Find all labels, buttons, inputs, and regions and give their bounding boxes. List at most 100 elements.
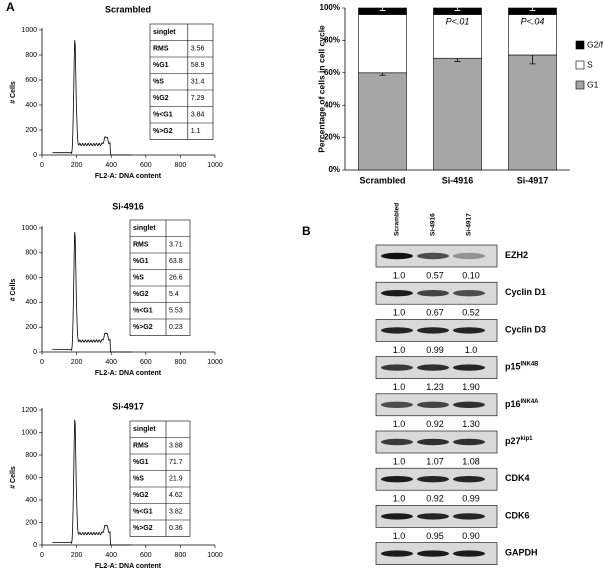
legend-label: G1 [587,79,599,89]
y-tick-label: 1000 [21,429,37,436]
blot-band [417,550,449,557]
annotation: P<.04 [521,16,545,26]
panel-label: A [6,0,15,14]
x-tick-label: Si-4917 [517,175,549,185]
table-key: %S [153,79,164,86]
blot-band [453,290,485,297]
x-tick-label: 600 [140,359,152,366]
y-tick-label: 80% [324,36,340,45]
x-tick-label: 800 [175,162,187,169]
quant-value: 1.0 [465,345,478,355]
table-value: 71.7 [169,459,183,466]
protein-name: CDK6 [505,511,530,521]
y-tick-label: 600 [25,474,37,481]
y-axis-label: Percentage of cells in cell cycle [316,25,326,153]
quant-value: 1.07 [426,456,444,466]
y-tick-label: 800 [25,250,37,257]
x-tick-label: 1000 [207,162,223,169]
x-tick-label: 400 [105,552,117,559]
annotation: P<.01 [446,16,470,26]
protein-label: p27kip1 [505,436,533,447]
table-key: RMS [133,443,149,450]
blot-band [417,476,449,483]
protein-name: CDK4 [505,474,530,484]
table-value: 0.23 [169,324,183,331]
quant-value: 0.92 [426,419,444,429]
table-key: %G1 [153,62,169,69]
table-key: %>G2 [133,324,153,331]
y-axis-label: # Cells [10,279,17,302]
quant-value: 1.30 [462,419,480,429]
x-tick-label: 0 [40,359,44,366]
blot-band [453,513,485,520]
x-axis-label: FL2-A: DNA content [95,173,162,180]
table-key: %G1 [133,459,149,466]
quant-value: 1.0 [393,382,406,392]
x-tick-label: 0 [40,162,44,169]
protein-name: EZH2 [505,250,528,260]
blot-band [381,252,413,260]
y-tick-label: 600 [25,274,37,281]
blot-band [417,401,449,408]
quant-value: 1.0 [393,308,406,318]
quant-value: 1.0 [393,531,406,541]
x-tick-label: 600 [140,162,152,169]
blot-band [453,476,485,483]
blot-band [417,327,449,334]
table-value: 4.62 [169,492,183,499]
table-value: 63.8 [169,258,183,265]
table-key: %>G2 [133,525,153,532]
blot-band [381,327,413,334]
y-tick-label: 100% [320,3,340,12]
protein-label: CDK4 [505,474,530,484]
table-value: 0.36 [169,525,183,532]
table-key: %>G2 [153,128,173,135]
y-tick-label: 60% [324,68,340,77]
y-tick-label: 20% [324,133,340,142]
table-key: %<G1 [133,308,153,315]
protein-name: p16 [505,399,521,409]
bar-segment [433,14,482,59]
histogram-curve [52,419,132,546]
table-value: 3.82 [169,509,183,516]
legend-swatch [575,80,585,90]
blot-band [381,401,413,408]
y-tick-label: 1200 [21,407,37,414]
x-axis-label: FL2-A: DNA content [95,563,162,568]
protein-label: GAPDH [505,548,538,558]
blot-band [453,364,485,371]
x-tick-label: 800 [175,359,187,366]
blot-band [381,364,413,371]
protein-label: EZH2 [505,250,528,260]
histogram-title: Si-4917 [112,401,144,411]
table-header: singlet [153,29,176,36]
y-tick-label: 600 [25,77,37,84]
histogram-curve [52,40,132,156]
legend-label: G2/M [587,39,603,49]
x-tick-label: 0 [40,552,44,559]
quant-value: 1.0 [393,270,406,280]
protein-label: p15INK4B [505,361,539,372]
protein-superscript: INK4A [521,398,540,404]
x-tick-label: 1000 [207,359,223,366]
y-tick-label: 1000 [21,27,37,34]
table-key: RMS [153,46,169,53]
protein-name: Cyclin D3 [505,325,546,335]
protein-name: p27 [505,436,521,446]
legend-swatch [575,40,585,50]
histogram-curve [52,231,132,353]
blot-band [417,252,449,260]
quant-value: 1.23 [426,382,444,392]
blot-band [381,438,413,446]
y-tick-label: 0 [33,542,37,549]
blot-band [453,252,485,260]
table-key: %<G1 [133,509,153,516]
lane-label: Scrambled [394,203,401,236]
blot-band [417,364,449,371]
blot-band [381,290,413,297]
x-tick-label: Si-4916 [442,175,474,185]
y-axis-label: # Cells [10,466,17,489]
table-value: 31.4 [191,79,205,86]
